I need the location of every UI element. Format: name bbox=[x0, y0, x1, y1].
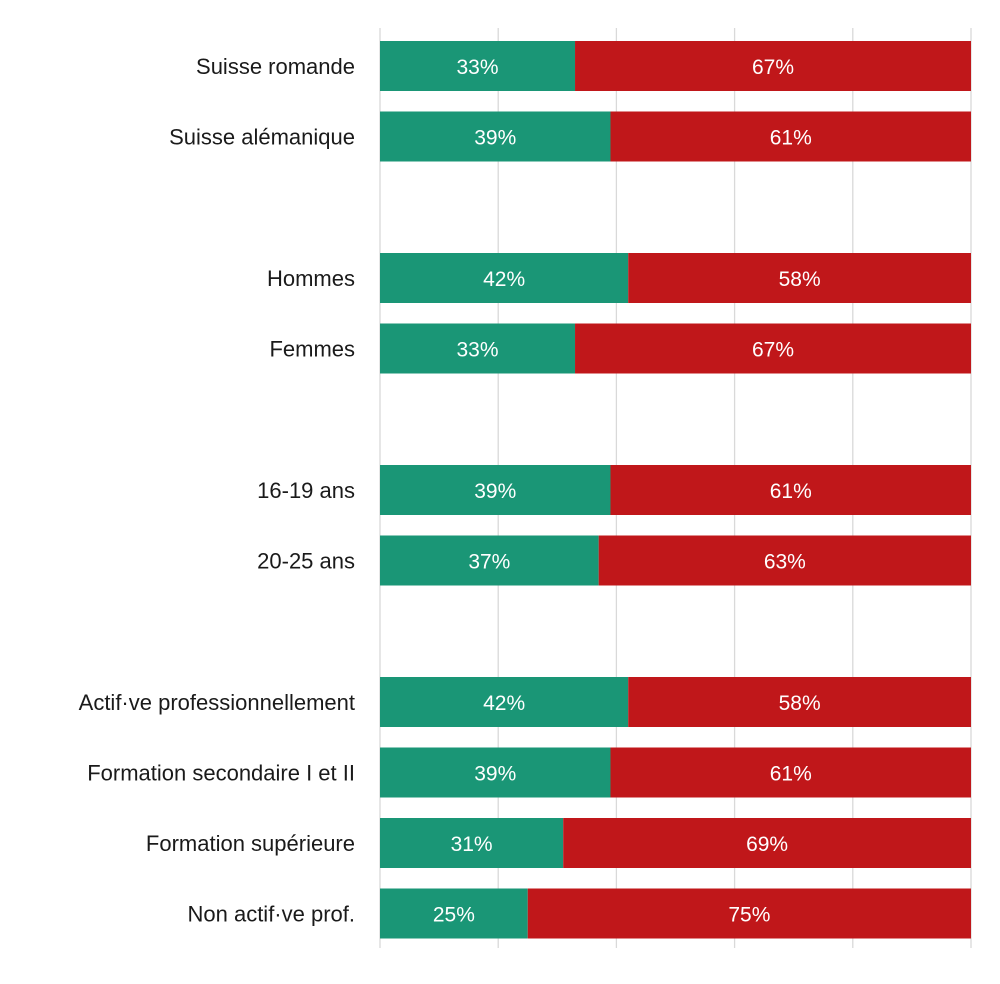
bar-segment-red bbox=[527, 888, 971, 939]
category-label: Suisse romande bbox=[196, 54, 355, 79]
data-label: 61% bbox=[770, 127, 812, 150]
bar-segment-green bbox=[380, 535, 599, 586]
bar-segment-red bbox=[628, 253, 971, 303]
bar-segment-red bbox=[598, 535, 971, 586]
bar-segment-green bbox=[380, 888, 528, 939]
bar-segment-green bbox=[380, 818, 564, 868]
labels: Suisse romande 33% 67% Suisse alémanique 39%… bbox=[79, 54, 821, 927]
data-label: 63% bbox=[764, 551, 806, 574]
data-label: 31% bbox=[451, 833, 493, 856]
data-label: 67% bbox=[752, 56, 794, 79]
data-label: 69% bbox=[746, 833, 788, 856]
bar-segment-red bbox=[575, 323, 971, 374]
data-label: 25% bbox=[433, 904, 475, 927]
data-label: 33% bbox=[456, 339, 498, 362]
bar-segment-red bbox=[610, 111, 971, 162]
bar-segment-red bbox=[628, 677, 971, 727]
bar-segment-green bbox=[380, 253, 629, 303]
category-label: 16-19 ans bbox=[257, 478, 355, 503]
category-label: Non actif·ve prof. bbox=[187, 902, 355, 927]
bar-segment-red bbox=[610, 465, 971, 515]
bars bbox=[380, 41, 971, 939]
bar-segment-green bbox=[380, 747, 611, 798]
category-label: Actif·ve professionnellement bbox=[79, 690, 355, 715]
data-label: 61% bbox=[770, 763, 812, 786]
category-label: Femmes bbox=[269, 337, 355, 362]
data-label: 42% bbox=[483, 692, 525, 715]
data-label: 39% bbox=[474, 127, 516, 150]
data-label: 42% bbox=[483, 268, 525, 291]
category-label: Hommes bbox=[267, 266, 355, 291]
data-label: 61% bbox=[770, 480, 812, 503]
bar-segment-red bbox=[575, 41, 971, 91]
category-label: 20-25 ans bbox=[257, 549, 355, 574]
category-label: Suisse alémanique bbox=[169, 125, 355, 150]
data-label: 39% bbox=[474, 480, 516, 503]
data-label: 58% bbox=[779, 268, 821, 291]
bar-segment-green bbox=[380, 677, 629, 727]
bar-segment-red bbox=[563, 818, 971, 868]
data-label: 37% bbox=[468, 551, 510, 574]
bar-segment-green bbox=[380, 111, 611, 162]
data-label: 39% bbox=[474, 763, 516, 786]
bar-segment-green bbox=[380, 323, 576, 374]
data-label: 33% bbox=[456, 56, 498, 79]
data-label: 67% bbox=[752, 339, 794, 362]
category-label: Formation secondaire I et II bbox=[87, 761, 355, 786]
category-label: Formation supérieure bbox=[146, 831, 355, 856]
bar-segment-red bbox=[610, 747, 971, 798]
data-label: 58% bbox=[779, 692, 821, 715]
bar-segment-green bbox=[380, 465, 611, 515]
data-label: 75% bbox=[728, 904, 770, 927]
bar-segment-green bbox=[380, 41, 576, 91]
